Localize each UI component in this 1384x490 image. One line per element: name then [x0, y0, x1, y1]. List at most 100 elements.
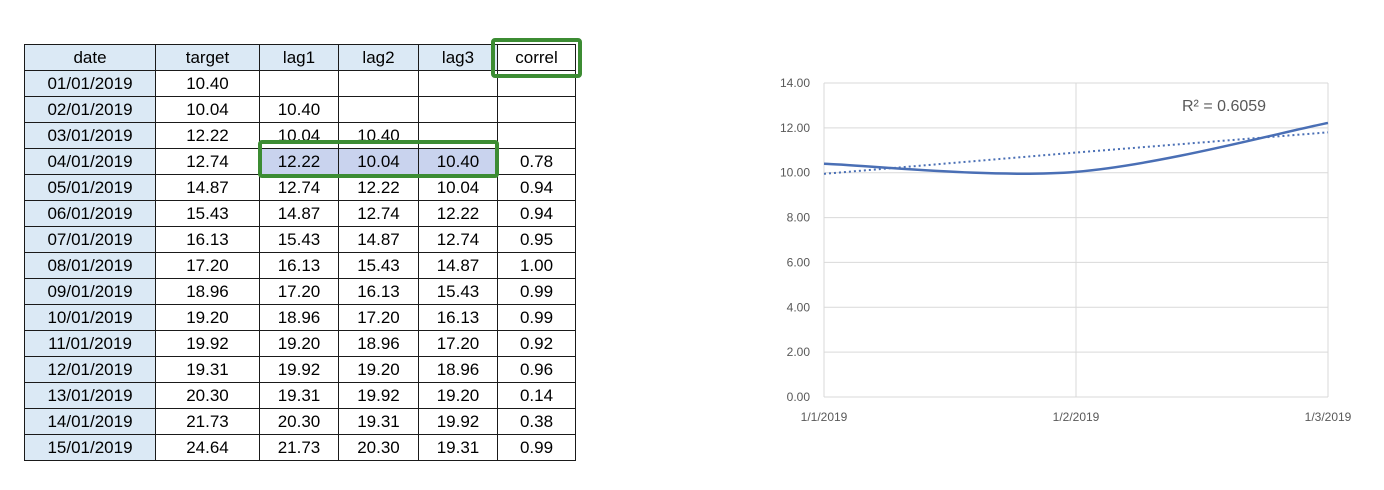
value-cell: [418, 122, 498, 149]
y-tick-label: 10.00: [780, 166, 810, 180]
value-cell: 10.40: [155, 70, 260, 97]
table-row: 14/01/2019 21.73 20.30 19.31 19.92 0.38: [24, 408, 576, 435]
x-tick-label: 1/3/2019: [1305, 410, 1352, 424]
value-cell: 18.96: [155, 278, 260, 305]
value-cell: 19.20: [259, 330, 339, 357]
value-cell: 16.13: [155, 226, 260, 253]
y-tick-label: 8.00: [787, 211, 811, 225]
date-cell: 13/01/2019: [24, 382, 156, 409]
value-cell: 18.96: [338, 330, 419, 357]
table-row: 12/01/2019 19.31 19.92 19.20 18.96 0.96: [24, 356, 576, 383]
value-cell: 0.96: [497, 356, 576, 383]
value-cell: [497, 96, 576, 123]
y-tick-label: 12.00: [780, 121, 810, 135]
table-row: 13/01/2019 20.30 19.31 19.92 19.20 0.14: [24, 382, 576, 409]
column-header: lag1: [259, 44, 339, 71]
value-cell: [418, 96, 498, 123]
r-squared-label: R² = 0.6059: [1182, 98, 1266, 115]
x-tick-label: 1/1/2019: [801, 410, 848, 424]
value-cell: 16.13: [338, 278, 419, 305]
table-row: 07/01/2019 16.13 15.43 14.87 12.74 0.95: [24, 226, 576, 253]
y-tick-label: 0.00: [787, 390, 811, 404]
value-cell: [338, 70, 419, 97]
date-cell: 06/01/2019: [24, 200, 156, 227]
value-cell: 0.92: [497, 330, 576, 357]
value-cell: 20.30: [338, 434, 419, 461]
y-tick-label: 14.00: [780, 76, 810, 90]
value-cell: 0.99: [497, 304, 576, 331]
y-tick-label: 6.00: [787, 255, 811, 269]
date-cell: 14/01/2019: [24, 408, 156, 435]
date-cell: 07/01/2019: [24, 226, 156, 253]
date-cell: 04/01/2019: [24, 148, 156, 175]
table-row: 01/01/2019 10.40: [24, 70, 576, 97]
value-cell: 14.87: [259, 200, 339, 227]
y-tick-label: 2.00: [787, 345, 811, 359]
table-row: 02/01/2019 10.04 10.40: [24, 96, 576, 123]
column-header: target: [155, 44, 260, 71]
value-cell: 0.99: [497, 278, 576, 305]
value-cell: 12.22: [155, 122, 260, 149]
value-cell: 19.31: [155, 356, 260, 383]
value-cell: 12.74: [418, 226, 498, 253]
value-cell: 0.95: [497, 226, 576, 253]
value-cell: [418, 70, 498, 97]
correl-header-highlight: [491, 38, 582, 78]
date-cell: 08/01/2019: [24, 252, 156, 279]
value-cell: 19.31: [418, 434, 498, 461]
value-cell: 19.92: [259, 356, 339, 383]
table-row: 15/01/2019 24.64 21.73 20.30 19.31 0.99: [24, 434, 576, 461]
value-cell: 0.38: [497, 408, 576, 435]
value-cell: 15.43: [259, 226, 339, 253]
value-cell: 21.73: [155, 408, 260, 435]
value-cell: 14.87: [155, 174, 260, 201]
date-cell: 10/01/2019: [24, 304, 156, 331]
date-cell: 02/01/2019: [24, 96, 156, 123]
lag-row-highlight: [258, 140, 499, 178]
value-cell: 12.74: [155, 148, 260, 175]
value-cell: 19.20: [338, 356, 419, 383]
date-cell: 12/01/2019: [24, 356, 156, 383]
table-row: 08/01/2019 17.20 16.13 15.43 14.87 1.00: [24, 252, 576, 279]
table-row: 09/01/2019 18.96 17.20 16.13 15.43 0.99: [24, 278, 576, 305]
value-cell: 19.20: [418, 382, 498, 409]
value-cell: 10.40: [259, 96, 339, 123]
value-cell: 21.73: [259, 434, 339, 461]
value-cell: 19.20: [155, 304, 260, 331]
value-cell: 12.22: [418, 200, 498, 227]
date-cell: 05/01/2019: [24, 174, 156, 201]
date-cell: 01/01/2019: [24, 70, 156, 97]
value-cell: 16.13: [418, 304, 498, 331]
value-cell: 17.20: [338, 304, 419, 331]
value-cell: [497, 122, 576, 149]
value-cell: 16.13: [259, 252, 339, 279]
value-cell: 14.87: [418, 252, 498, 279]
column-header: lag2: [338, 44, 419, 71]
table-row: 03/01/2019 12.22 10.04 10.40: [24, 122, 576, 149]
table-row: 10/01/2019 19.20 18.96 17.20 16.13 0.99: [24, 304, 576, 331]
value-cell: 12.22: [338, 174, 419, 201]
value-cell: 19.31: [338, 408, 419, 435]
value-cell: 10.04: [418, 174, 498, 201]
table-row: 05/01/2019 14.87 12.74 12.22 10.04 0.94: [24, 174, 576, 201]
data-table: date target lag1 lag2 lag3 correl 01/01/2019 10…: [24, 44, 576, 461]
column-header: date: [24, 44, 156, 71]
value-cell: 19.92: [338, 382, 419, 409]
value-cell: 0.99: [497, 434, 576, 461]
series-line: [823, 121, 1329, 175]
table-row: 06/01/2019 15.43 14.87 12.74 12.22 0.94: [24, 200, 576, 227]
value-cell: 15.43: [155, 200, 260, 227]
value-cell: 1.00: [497, 252, 576, 279]
value-cell: 0.78: [497, 148, 576, 175]
date-cell: 03/01/2019: [24, 122, 156, 149]
value-cell: 20.30: [259, 408, 339, 435]
value-cell: 12.74: [338, 200, 419, 227]
value-cell: 10.04: [155, 96, 260, 123]
value-cell: 18.96: [259, 304, 339, 331]
date-cell: 09/01/2019: [24, 278, 156, 305]
value-cell: 19.31: [259, 382, 339, 409]
table-header-row: date target lag1 lag2 lag3 correl: [24, 44, 576, 71]
value-cell: [338, 96, 419, 123]
value-cell: 10.40: [418, 148, 498, 175]
value-cell: 0.94: [497, 174, 576, 201]
